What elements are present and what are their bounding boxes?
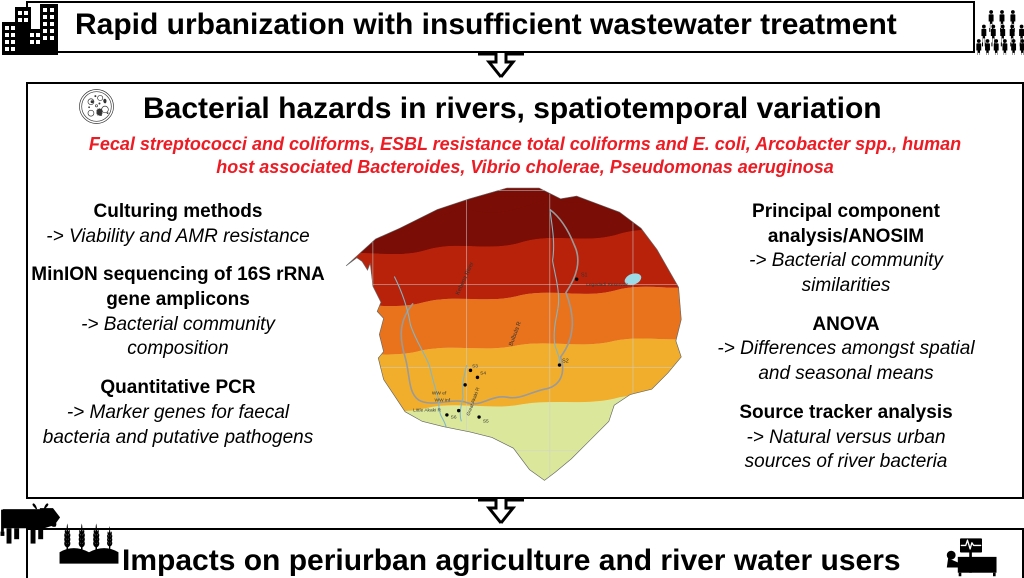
svg-text:Little Akaki R: Little Akaki R (413, 408, 441, 414)
svg-text:S4: S4 (480, 371, 486, 377)
svg-text:S3: S3 (472, 364, 478, 370)
svg-text:S5: S5 (483, 418, 489, 424)
svg-text:WW ef: WW ef (432, 391, 447, 397)
svg-text:WW inf: WW inf (435, 398, 451, 404)
svg-text:S6: S6 (451, 415, 457, 421)
svg-text:S2: S2 (562, 358, 569, 364)
svg-text:Aba Samuel Reservoir: Aba Samuel Reservoir (400, 450, 449, 456)
svg-text:S1: S1 (581, 273, 588, 279)
svg-text:Legedadi Reservoir: Legedadi Reservoir (586, 282, 628, 288)
